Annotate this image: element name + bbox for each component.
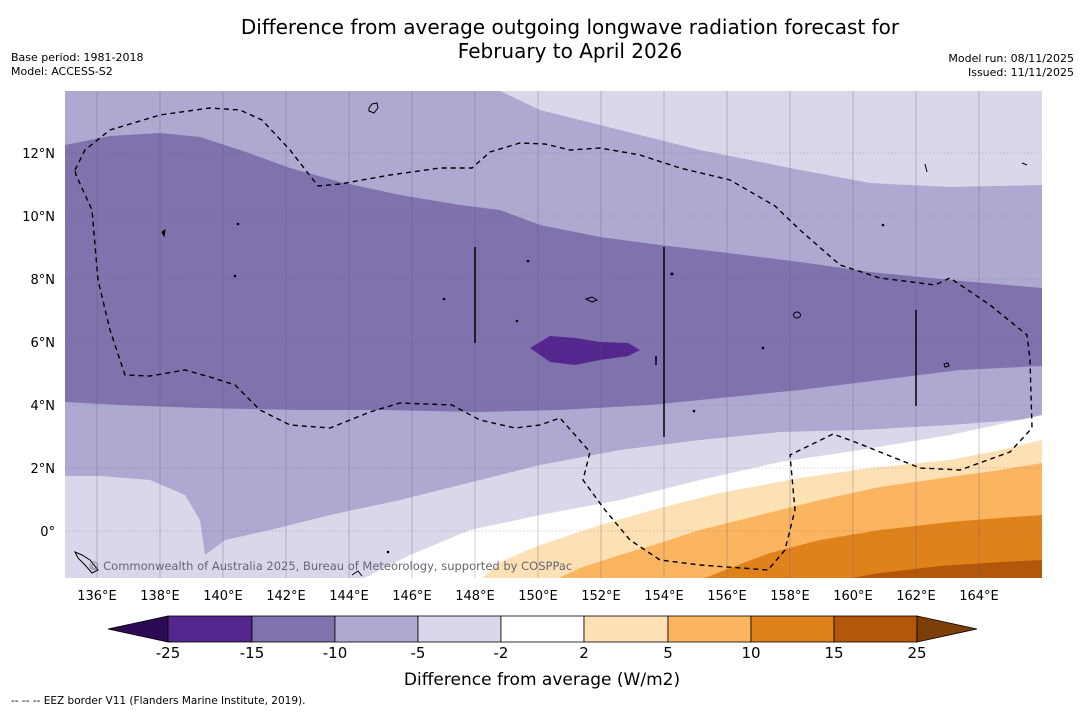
title-line-2: February to April 2026 bbox=[457, 39, 683, 63]
colorbar-tick: 15 bbox=[824, 644, 843, 662]
lon-label: 142°E bbox=[266, 589, 306, 604]
lon-label: 136°E bbox=[77, 589, 117, 604]
meta-left: Base period: 1981-2018 Model: ACCESS-S2 bbox=[11, 51, 143, 79]
eez-borders bbox=[74, 107, 1033, 571]
lat-label: 0° bbox=[40, 525, 55, 540]
colorbar-tick: -5 bbox=[411, 644, 426, 662]
colorbar-ticks: -25 -15 -10 -5 -2 2 5 10 15 25 bbox=[156, 644, 927, 662]
lon-label: 138°E bbox=[140, 589, 180, 604]
lat-label: 8°N bbox=[31, 273, 56, 288]
base-period: Base period: 1981-2018 bbox=[11, 51, 144, 64]
lat-labels: 12°N 10°N 8°N 6°N 4°N 2°N 0° bbox=[22, 147, 55, 540]
lon-label: 162°E bbox=[896, 589, 936, 604]
colorbar-swatch bbox=[251, 615, 336, 643]
colorbar-tick: -25 bbox=[156, 644, 181, 662]
lat-label: 10°N bbox=[22, 210, 55, 225]
colorbar-extend-low bbox=[107, 615, 169, 643]
model-run: Model run: 08/11/2025 bbox=[948, 52, 1074, 65]
lon-label: 140°E bbox=[203, 589, 243, 604]
band-pos15-pos25 bbox=[851, 560, 1042, 578]
colorbar-tick: -2 bbox=[494, 644, 509, 662]
copyright-text: © Commonwealth of Australia 2025, Bureau… bbox=[88, 559, 572, 573]
colorbar-label: Difference from average (W/m2) bbox=[404, 670, 680, 690]
lon-label: 148°E bbox=[455, 589, 495, 604]
lat-label: 12°N bbox=[22, 147, 55, 162]
colorbar-swatch bbox=[500, 615, 585, 643]
lon-label: 144°E bbox=[329, 589, 369, 604]
colorbar-swatch bbox=[750, 615, 835, 643]
model-name: Model: ACCESS-S2 bbox=[11, 65, 113, 78]
band-neg15-neg25 bbox=[530, 336, 640, 365]
colorbar-tick: -10 bbox=[323, 644, 348, 662]
lon-label: 158°E bbox=[770, 589, 810, 604]
colorbar-swatch bbox=[334, 615, 419, 643]
vertical-marks bbox=[474, 247, 917, 437]
title-line-1: Difference from average outgoing longwav… bbox=[240, 15, 900, 39]
lon-labels: 136°E 138°E 140°E 142°E 144°E 146°E 148°… bbox=[77, 589, 999, 604]
coastlines bbox=[73, 102, 1028, 577]
lon-label: 150°E bbox=[518, 589, 558, 604]
lat-label: 2°N bbox=[31, 462, 56, 477]
lon-label: 146°E bbox=[392, 589, 432, 604]
colorbar bbox=[107, 615, 978, 643]
colorbar-tick: 5 bbox=[663, 644, 673, 662]
colorbar-swatch bbox=[833, 615, 918, 643]
meta-right: Model run: 08/11/2025 Issued: 11/11/2025 bbox=[948, 52, 1074, 80]
lon-label: 152°E bbox=[581, 589, 621, 604]
footer-note: -- -- -- EEZ border V11 (Flanders Marine… bbox=[11, 695, 306, 707]
chart-title: Difference from average outgoing longwav… bbox=[0, 15, 1085, 63]
map-area: © Commonwealth of Australia 2025, Bureau… bbox=[65, 91, 1042, 578]
lat-label: 4°N bbox=[31, 399, 56, 414]
colorbar-swatch bbox=[583, 615, 669, 643]
lat-label: 6°N bbox=[31, 336, 56, 351]
colorbar-tick: 10 bbox=[741, 644, 760, 662]
graticule bbox=[65, 91, 1042, 578]
lon-label: 164°E bbox=[959, 589, 999, 604]
lon-label: 160°E bbox=[833, 589, 873, 604]
colorbar-swatch bbox=[417, 615, 502, 643]
eez-palau bbox=[74, 107, 1033, 571]
lon-label: 154°E bbox=[644, 589, 684, 604]
lon-label: 156°E bbox=[707, 589, 747, 604]
colorbar-swatch bbox=[667, 615, 752, 643]
colorbar-extend-high bbox=[916, 615, 978, 643]
issued-date: Issued: 11/11/2025 bbox=[967, 66, 1074, 79]
colorbar-swatch bbox=[167, 615, 253, 643]
colorbar-tick: 2 bbox=[579, 644, 589, 662]
colorbar-tick: -15 bbox=[240, 644, 265, 662]
colorbar-tick: 25 bbox=[907, 644, 926, 662]
